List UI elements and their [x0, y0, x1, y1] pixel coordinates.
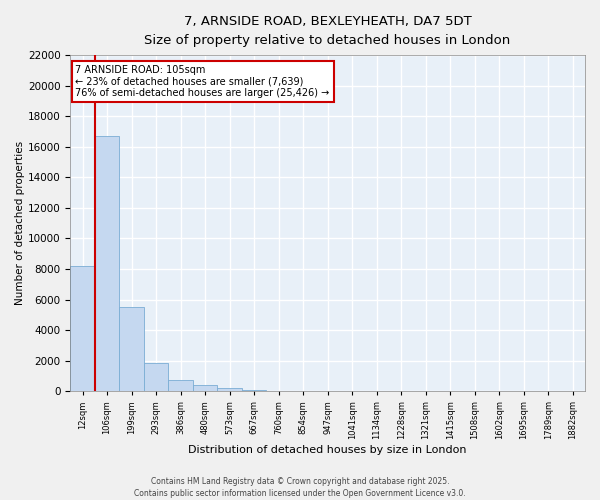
- Text: Contains HM Land Registry data © Crown copyright and database right 2025.
Contai: Contains HM Land Registry data © Crown c…: [134, 476, 466, 498]
- Bar: [266, 390, 291, 392]
- Y-axis label: Number of detached properties: Number of detached properties: [15, 141, 25, 306]
- Bar: [95, 136, 119, 392]
- Bar: [70, 266, 95, 392]
- Bar: [144, 363, 168, 392]
- Bar: [168, 380, 193, 392]
- Bar: [242, 390, 266, 392]
- X-axis label: Distribution of detached houses by size in London: Distribution of detached houses by size …: [188, 445, 467, 455]
- Bar: [217, 388, 242, 392]
- Bar: [193, 385, 217, 392]
- Bar: [119, 307, 144, 392]
- Text: 7 ARNSIDE ROAD: 105sqm
← 23% of detached houses are smaller (7,639)
76% of semi-: 7 ARNSIDE ROAD: 105sqm ← 23% of detached…: [76, 65, 329, 98]
- Title: 7, ARNSIDE ROAD, BEXLEYHEATH, DA7 5DT
Size of property relative to detached hous: 7, ARNSIDE ROAD, BEXLEYHEATH, DA7 5DT Si…: [145, 15, 511, 47]
